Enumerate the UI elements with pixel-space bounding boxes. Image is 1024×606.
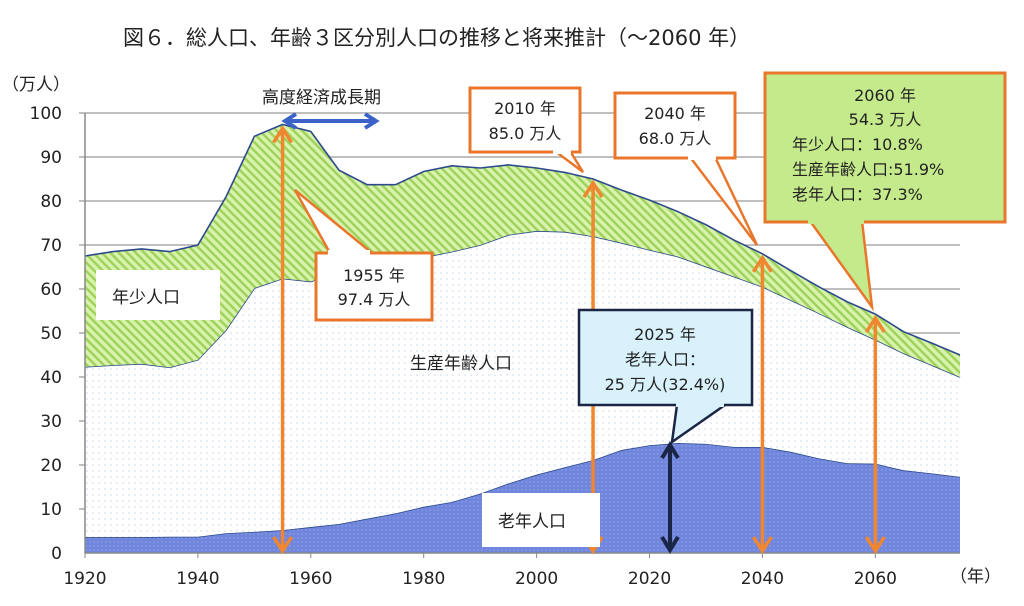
callout-2060-total: 54.3 万人: [849, 110, 922, 129]
y-tick-label: 40: [40, 368, 62, 388]
x-tick-label: 2020: [628, 569, 671, 589]
x-tick-label: 1960: [289, 569, 332, 589]
x-axis-label: （年）: [950, 567, 1001, 587]
y-tick-label: 100: [30, 104, 62, 124]
label-elderly-box: 老年人口: [482, 493, 600, 547]
period-double-arrow: [281, 112, 380, 130]
label-working: 生産年齢人口: [410, 354, 512, 374]
y-tick-label: 50: [40, 324, 62, 344]
y-tick-label: 80: [40, 192, 62, 212]
x-tick-label: 1940: [176, 569, 219, 589]
x-tick-label: 2060: [854, 569, 897, 589]
label-youth-box: 年少人口: [96, 270, 220, 320]
callout-1955-year: 1955 年: [343, 266, 405, 285]
arrow-1955: [272, 125, 294, 555]
arrow-2060: [864, 314, 886, 555]
x-tick-label: 2040: [741, 569, 784, 589]
callout-1955-value: 97.4 万人: [338, 290, 411, 309]
x-tick-label: 1980: [402, 569, 445, 589]
y-tick-label: 10: [40, 500, 62, 520]
callout-2040-value: 68.0 万人: [639, 129, 712, 148]
callout-2060-elderly: 老年人口：37.3%: [792, 185, 923, 204]
x-tick-label: 2000: [515, 569, 558, 589]
label-youth: 年少人口: [112, 288, 180, 308]
callout-2060-youth: 年少人口：10.8%: [792, 135, 923, 154]
chart-title: 図６．総人口、年齢３区分別人口の推移と将来推計（～2060 年）: [123, 26, 750, 50]
callout-2040: 2040 年 68.0 万人: [613, 91, 759, 246]
callout-2010-value: 85.0 万人: [489, 124, 562, 143]
area-youth: [85, 124, 960, 377]
y-tick-label: 20: [40, 456, 62, 476]
period-label: 高度経済成長期: [262, 88, 381, 108]
y-tick-label: 30: [40, 412, 62, 432]
area-working-age: [85, 230, 960, 538]
y-tick-label: 70: [40, 236, 62, 256]
callout-2010: 2010 年 85.0 万人: [468, 86, 585, 173]
callout-2060-working: 生産年齢人口:51.9%: [792, 160, 944, 179]
callout-1955: 1955 年 97.4 万人: [293, 189, 434, 322]
arrow-2040: [751, 254, 773, 555]
y-tick-label: 0: [51, 544, 62, 564]
callout-2040-year: 2040 年: [644, 104, 706, 123]
y-tick-label: 90: [40, 148, 62, 168]
callout-2025-year: 2025 年: [634, 325, 696, 344]
y-axis-label: （万人）: [2, 75, 70, 95]
arrow-2025: [660, 441, 680, 554]
y-tick-label: 60: [40, 280, 62, 300]
label-elderly: 老年人口: [498, 512, 566, 532]
callout-2060-year: 2060 年: [854, 86, 916, 105]
area-youth-line: [84, 123, 961, 356]
callout-2060: 2060 年 54.3 万人 年少人口：10.8% 生産年齢人口:51.9% 老…: [763, 71, 1007, 312]
callout-2025-label: 老年人口：: [625, 350, 705, 369]
callout-2010-year: 2010 年: [494, 99, 556, 118]
x-tick-label: 1920: [63, 569, 106, 589]
callout-2025: 2025 年 老年人口： 25 万人(32.4%): [577, 308, 754, 445]
callout-2025-value: 25 万人(32.4%): [605, 375, 726, 394]
